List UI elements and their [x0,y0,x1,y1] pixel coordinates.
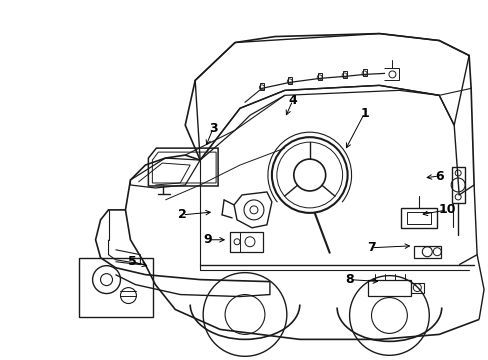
Text: 2: 2 [178,208,186,221]
Text: 3: 3 [208,122,217,135]
Bar [317,73,321,80]
Text: 8: 8 [345,273,353,286]
Bar [287,77,291,84]
Text: 4: 4 [288,94,297,107]
Bar [79,258,153,318]
Text: 10: 10 [438,203,455,216]
Text: 5: 5 [128,255,137,268]
Text: 6: 6 [434,170,443,183]
Text: 7: 7 [366,241,375,254]
Text: 1: 1 [360,107,368,120]
Bar [260,84,264,90]
Bar [342,71,346,78]
Text: 9: 9 [203,233,212,246]
Bar [362,69,366,76]
